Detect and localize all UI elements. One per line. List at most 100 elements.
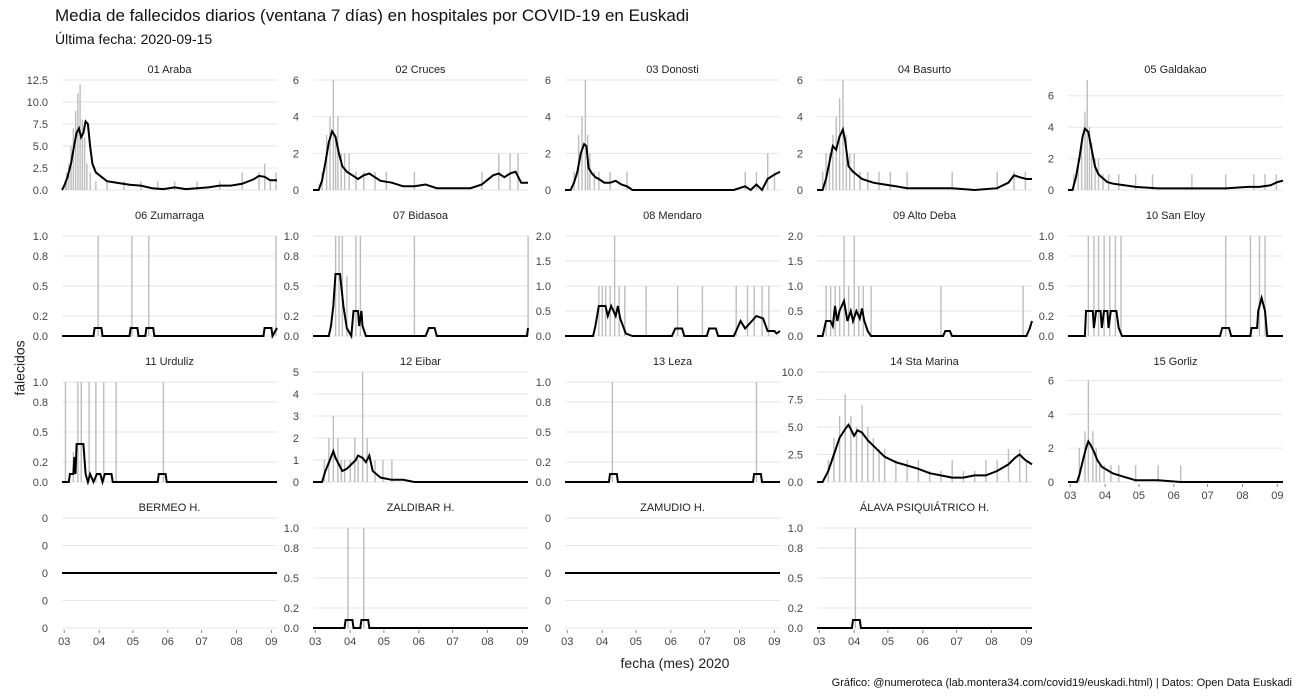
bar [838,98,841,190]
series-line [1068,439,1283,483]
y-tick-label: 1.0 [284,523,299,535]
x-axis-label: fecha (mes) 2020 [620,655,730,671]
y-tick-label: 6 [1048,91,1054,103]
y-tick-label: 5.0 [788,422,803,434]
bar [1092,431,1094,482]
facet-title: 07 Bidasoa [393,210,449,222]
bar [349,460,351,482]
bar [325,135,328,190]
facet-panel: 11 Urduliz 0.0 0.2 0.5 0.8 1.0 [33,356,277,489]
bar [593,171,596,190]
bar [940,471,942,482]
x-tick-label: 05 [127,636,139,648]
bar [906,460,908,482]
bar [1091,142,1093,190]
facet-panel: 08 Mendaro 0.0 0.5 1.0 1.5 2.0 [536,210,781,343]
bar [363,171,365,190]
y-tick-label: 4 [1048,409,1054,421]
bar [173,181,176,190]
facet-panel: ZALDIBAR H. 0.0 0.2 0.5 0.8 1.0 03 04 05 06 07 08 09 [284,502,529,648]
y-tick-label: 0 [1048,185,1054,197]
bar [1134,174,1137,190]
y-tick-label: 1.0 [33,377,48,389]
bar [95,382,97,482]
bar [95,181,97,190]
bar [338,236,340,336]
facet-panel: 03 Donosti 0 2 4 6 [545,64,781,197]
x-tick-label: 04 [93,636,105,648]
bar [878,171,880,190]
bar [613,236,616,336]
y-tick-label: 1.0 [33,231,48,243]
bar [1013,171,1015,190]
bar [361,372,364,482]
bar [157,181,159,190]
y-tick-label: 2 [797,148,803,160]
y-tick-label: 0.5 [788,573,803,585]
y-tick-label: 0.8 [536,397,551,409]
bar [996,171,998,190]
chart-title: Media de fallecidos diarios (ventana 7 d… [55,6,690,25]
bar [340,153,342,190]
bar [348,153,350,190]
facet-panel: 14 Sta Marina 0.0 2.5 5.0 7.5 10.0 [782,356,1033,489]
x-tick-label: 06 [1168,490,1180,502]
y-tick-label: 0.8 [33,251,48,263]
bar [275,236,277,336]
series-line [817,126,1032,192]
bar [1098,465,1101,482]
bar [895,460,897,482]
bar [676,286,679,336]
y-tick-label: 0 [545,568,551,580]
facet-title: 09 Alto Deba [893,210,957,222]
series-line [313,448,528,483]
facet-title: ÁLAVA PSIQUIÁTRICO H. [860,501,989,514]
bar [1118,174,1120,190]
bar [1084,111,1086,190]
bar [346,276,348,336]
x-tick-label: 05 [630,636,642,648]
bar [598,171,600,190]
facet-panel: 04 Basurto 0 2 4 6 [797,64,1032,197]
series-line [313,273,529,340]
bar [509,153,511,190]
bar [1025,460,1028,482]
facet-title: 05 Galdakao [1144,64,1206,76]
bar [626,171,628,190]
y-tick-label: 0 [42,513,48,525]
facet-panel: 12 Eibar 0 1 2 3 4 5 [293,356,528,489]
bar [601,286,603,336]
series-line [62,327,278,340]
x-tick-label: 08 [230,636,242,648]
bar [859,171,861,190]
y-tick-label: 6 [797,75,803,87]
y-tick-label: 6 [293,75,299,87]
y-tick-label: 0.5 [536,427,551,439]
bar [767,153,769,190]
y-tick-label: 0 [1048,477,1054,489]
y-tick-label: 6 [1048,375,1054,387]
y-tick-label: 0 [545,185,551,197]
bar [363,528,365,628]
y-tick-label: 0.5 [536,306,551,318]
y-tick-label: 0.8 [284,251,299,263]
facet-title: 03 Donosti [646,64,699,76]
y-tick-label: 0 [545,513,551,525]
y-tick-label: 1.5 [536,256,551,268]
x-tick-label: 04 [848,636,860,648]
bar [517,153,519,190]
y-tick-label: 0.5 [1039,281,1054,293]
y-tick-label: 0.0 [788,331,803,343]
bar [889,171,891,190]
bar [162,382,165,482]
y-tick-label: 5 [293,367,299,379]
bar [343,460,346,482]
bar [1095,448,1097,482]
y-tick-label: 0.2 [536,457,551,469]
facet-title: 10 San Eloy [1146,210,1206,222]
y-tick-label: 1.0 [536,377,551,389]
bar [1086,80,1088,190]
bar [355,171,357,190]
x-tick-label: 07 [195,636,207,648]
